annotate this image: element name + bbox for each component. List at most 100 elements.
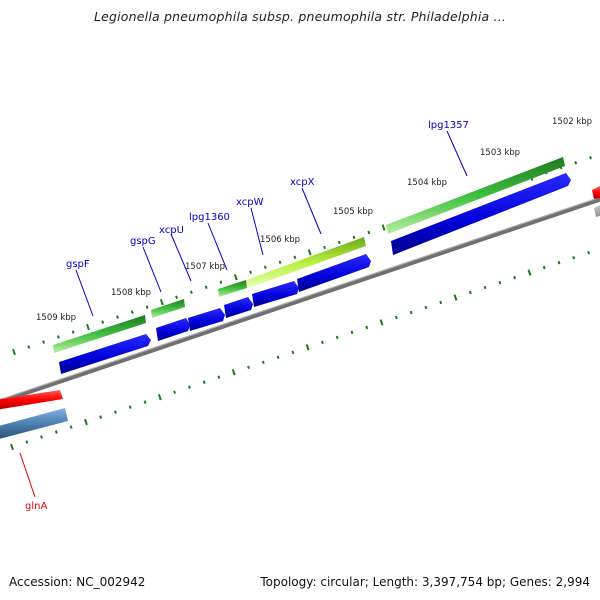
ruler-tick	[323, 245, 326, 250]
gene-labels: gspF gspG xcpU lpg1360 xcpW xcpX lpg1357…	[25, 120, 469, 512]
cds-lpg1360[interactable]	[224, 297, 253, 318]
ruler-tick	[394, 315, 398, 320]
ruler-tick	[187, 385, 191, 389]
ruler-tick	[278, 260, 282, 265]
ruler-label-1505: 1505 kbp	[333, 207, 373, 217]
ruler-tick	[307, 249, 312, 256]
gene-gspF-feature[interactable]	[53, 315, 146, 353]
leader-gspF	[75, 269, 94, 317]
ruler-label-1502: 1502 kbp	[552, 117, 592, 127]
ruler-label-1503: 1503 kbp	[480, 148, 520, 158]
ruler-labels: 1509 kbp 1508 kbp 1507 kbp 1506 kbp 1505…	[36, 117, 592, 323]
cds-xcpU[interactable]	[188, 308, 225, 331]
ruler-tick	[204, 285, 208, 290]
ruler-tick	[42, 340, 45, 344]
ruler-tick	[483, 285, 487, 290]
gene-label-glnA[interactable]: glnA	[25, 501, 47, 512]
ruler-label-1509: 1509 kbp	[36, 313, 76, 323]
ruler-tick	[130, 310, 134, 314]
ruler-tick	[219, 280, 223, 284]
ruler-tick	[291, 350, 295, 355]
ruler-tick	[305, 344, 310, 351]
ruler-label-1507: 1507 kbp	[185, 262, 225, 272]
ruler-tick	[145, 305, 149, 309]
ruler-label-1504: 1504 kbp	[407, 178, 447, 188]
ruler-tick	[513, 275, 517, 280]
ruler-tick	[159, 298, 164, 306]
gene-label-lpg1360[interactable]: lpg1360	[189, 212, 230, 223]
ruler-ticks-lower	[10, 250, 590, 451]
ruler-label-1506: 1506 kbp	[260, 235, 300, 245]
gene-label-xcpW[interactable]: xcpW	[236, 197, 264, 208]
ruler-tick	[12, 348, 16, 356]
gene-gspG-feature[interactable]	[151, 299, 185, 318]
ruler-tick	[365, 325, 369, 330]
ruler-tick	[379, 319, 384, 326]
ruler-tick	[157, 393, 162, 401]
cds-xcpW[interactable]	[252, 281, 299, 307]
ruler-tick	[381, 224, 386, 231]
ruler-tick	[276, 355, 280, 360]
leader-lpg1357	[446, 130, 468, 177]
ruler-tick	[557, 260, 561, 265]
ruler-tick	[54, 430, 58, 434]
accession-text: Accession: NC_002942	[9, 575, 146, 589]
cds-gspF[interactable]	[59, 334, 151, 374]
leader-glnA	[19, 452, 36, 498]
cds-xcpX[interactable]	[297, 254, 371, 292]
ruler-tick	[27, 345, 31, 349]
cds-features	[59, 173, 571, 374]
ruler-tick	[293, 255, 297, 260]
ruler-tick	[56, 335, 60, 339]
gene-right-edge-feature[interactable]	[592, 186, 600, 199]
ruler-tick	[587, 250, 590, 255]
ruler-tick	[542, 265, 546, 270]
ruler-tick	[116, 315, 119, 319]
ruler-tick	[99, 415, 103, 419]
ruler-tick	[527, 269, 532, 276]
ruler-tick	[439, 300, 443, 305]
ruler-tick	[101, 320, 105, 324]
ruler-tick	[263, 265, 267, 270]
gene-label-gspF[interactable]: gspF	[66, 259, 90, 270]
leader-gspG	[142, 246, 162, 293]
cds-right-edge-feature[interactable]	[594, 205, 600, 217]
gene-label-gspG[interactable]: gspG	[130, 236, 156, 247]
ruler-tick	[128, 405, 132, 409]
ruler-tick	[143, 400, 147, 404]
leader-lpg1360	[207, 222, 228, 271]
genome-backbone	[0, 196, 600, 405]
cds-lpg1357[interactable]	[391, 173, 571, 255]
cds-glnA[interactable]	[0, 408, 68, 440]
ruler-tick	[175, 295, 179, 299]
ruler-tick	[574, 160, 578, 165]
ruler-tick	[424, 305, 428, 310]
ruler-tick	[231, 369, 236, 376]
ruler-tick	[69, 425, 73, 429]
ruler-tick	[86, 323, 90, 331]
ruler-tick	[84, 418, 88, 426]
gene-lpg1360-feature[interactable]	[218, 280, 247, 297]
ruler-tick	[589, 155, 592, 160]
gene-label-lpg1357[interactable]: lpg1357	[428, 120, 469, 131]
cds-gspG[interactable]	[156, 318, 190, 341]
ruler-tick	[71, 330, 75, 334]
ruler-tick	[572, 255, 576, 260]
topology-summary-text: Topology: circular; Length: 3,397,754 bp…	[260, 575, 590, 589]
gene-xcpX-feature[interactable]	[246, 237, 366, 288]
ruler-tick	[173, 390, 177, 394]
gene-label-xcpU[interactable]: xcpU	[159, 225, 184, 236]
ruler-tick	[261, 360, 265, 365]
gene-glnA-feature[interactable]	[0, 390, 63, 410]
ruler-tick	[350, 330, 354, 335]
gene-lpg1357-feature[interactable]	[386, 157, 565, 234]
ruler-tick	[233, 274, 238, 281]
ruler-tick	[352, 235, 356, 240]
ruler-tick	[468, 290, 472, 295]
ruler-tick	[217, 375, 221, 379]
ruler-tick	[189, 290, 193, 294]
reverse-strand-features	[0, 186, 600, 440]
gene-label-xcpX[interactable]: xcpX	[290, 177, 315, 188]
ruler-tick	[498, 280, 502, 285]
